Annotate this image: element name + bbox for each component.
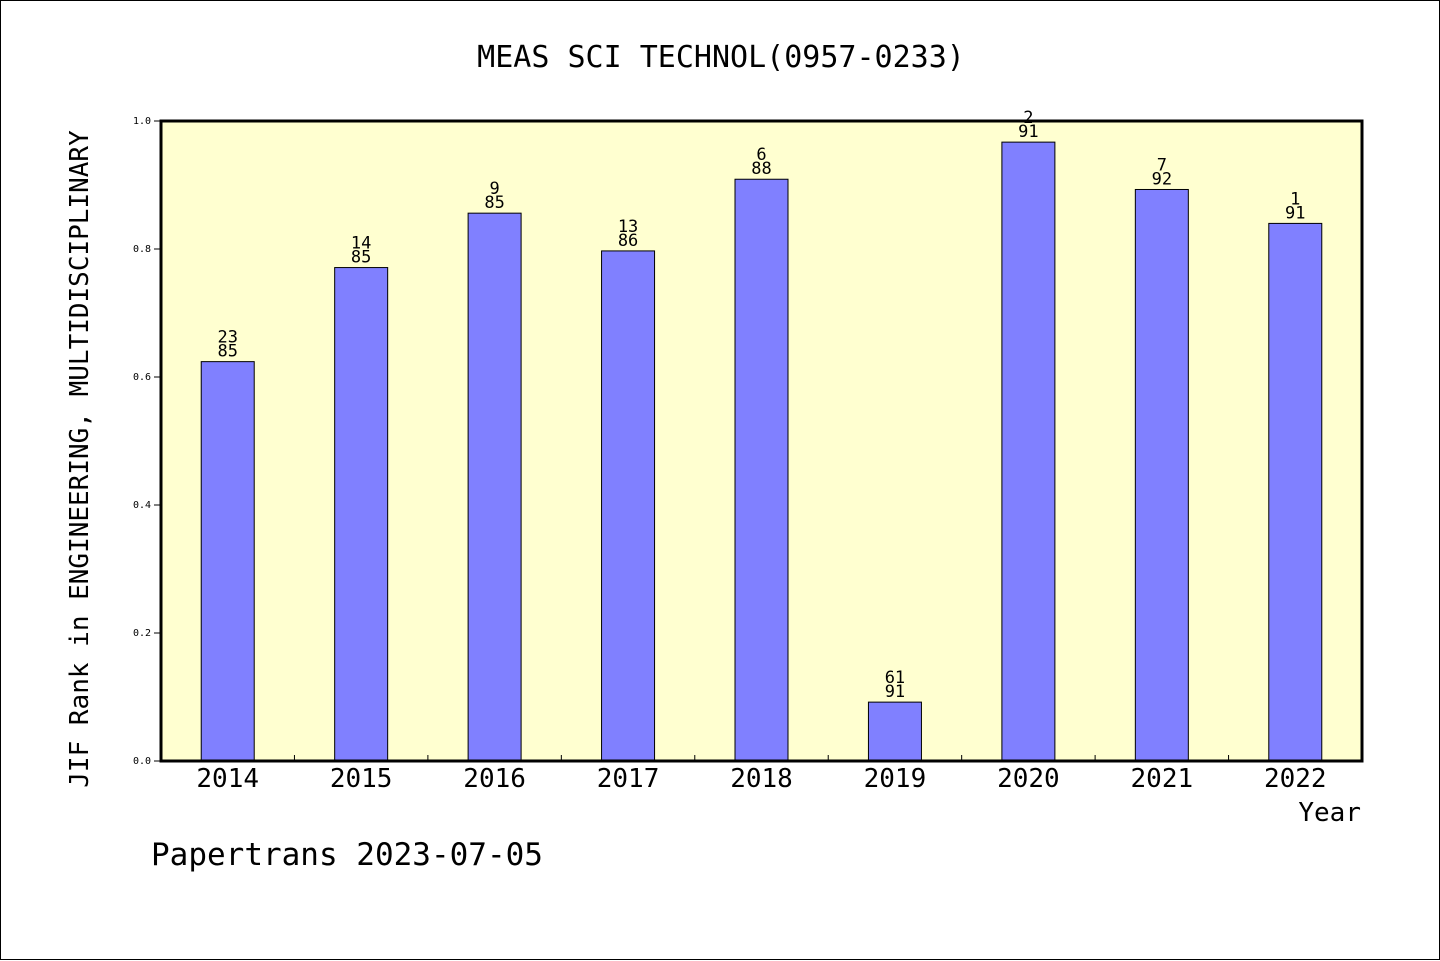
y-tick-label: 0.2 — [133, 628, 151, 639]
plot-border — [159, 119, 1364, 763]
y-axis-ticks: 0.0 0.2 0.4 0.6 0.8 1.0 — [133, 116, 161, 767]
bar-rank-label: 14 — [351, 234, 371, 254]
y-tick-label: 0.6 — [133, 372, 151, 383]
x-tick-label: 2015 — [330, 764, 393, 794]
bars — [200, 141, 1323, 762]
bar-2015 — [334, 267, 389, 762]
bar-2019 — [867, 701, 922, 762]
bar-rank-label: 13 — [618, 217, 638, 237]
bar-rank-label: 9 — [489, 179, 499, 199]
x-tick-label: 2019 — [864, 764, 927, 794]
y-tick-label: 0.0 — [133, 756, 151, 767]
y-tick-label: 0.8 — [133, 244, 151, 255]
bar-total-label: 88 — [751, 159, 771, 179]
bar-rank-label: 6 — [756, 145, 766, 165]
x-axis-ticks: 2014 2015 2016 2017 2018 2019 2020 2021 2022 — [196, 755, 1327, 794]
x-tick-label: 2020 — [997, 764, 1060, 794]
y-axis-label: JIF Rank in ENGINEERING, MULTIDISCIPLINA… — [65, 130, 95, 788]
bar-2014 — [200, 361, 255, 762]
bar-rank-label: 7 — [1157, 155, 1167, 175]
bar-2021 — [1134, 188, 1189, 762]
bar-total-label: 85 — [351, 248, 371, 268]
x-tick-label: 2016 — [463, 764, 526, 794]
bar-total-label: 86 — [618, 231, 638, 251]
bar-rank-label: 61 — [885, 668, 905, 688]
x-axis-label: Year — [1298, 798, 1361, 828]
footer-credit: Papertrans 2023-07-05 — [151, 837, 543, 873]
bar-total-label: 92 — [1152, 169, 1172, 189]
x-tick-label: 2017 — [597, 764, 660, 794]
x-tick-label: 2018 — [730, 764, 793, 794]
bar-rank-label: 2 — [1023, 108, 1033, 128]
bar-total-label: 91 — [885, 682, 905, 702]
bar-2017 — [601, 250, 656, 762]
y-tick-label: 0.4 — [133, 500, 151, 511]
bar-rank-label: 1 — [1290, 189, 1300, 209]
bar-total-label: 85 — [217, 342, 237, 362]
bar-2018 — [734, 178, 789, 762]
bar-2020 — [1001, 141, 1056, 762]
x-tick-label: 2022 — [1264, 764, 1327, 794]
x-tick-label: 2014 — [196, 764, 259, 794]
bar-total-label: 91 — [1018, 122, 1038, 142]
bar-total-label: 91 — [1285, 203, 1305, 223]
chart-title: MEAS SCI TECHNOL(0957-0233) — [477, 40, 965, 75]
y-tick-label: 1.0 — [133, 116, 151, 127]
bar-2022 — [1268, 222, 1323, 762]
bar-2016 — [467, 212, 522, 762]
x-tick-label: 2021 — [1131, 764, 1194, 794]
bar-total-label: 85 — [484, 193, 504, 213]
bar-rank-label: 23 — [217, 328, 237, 348]
